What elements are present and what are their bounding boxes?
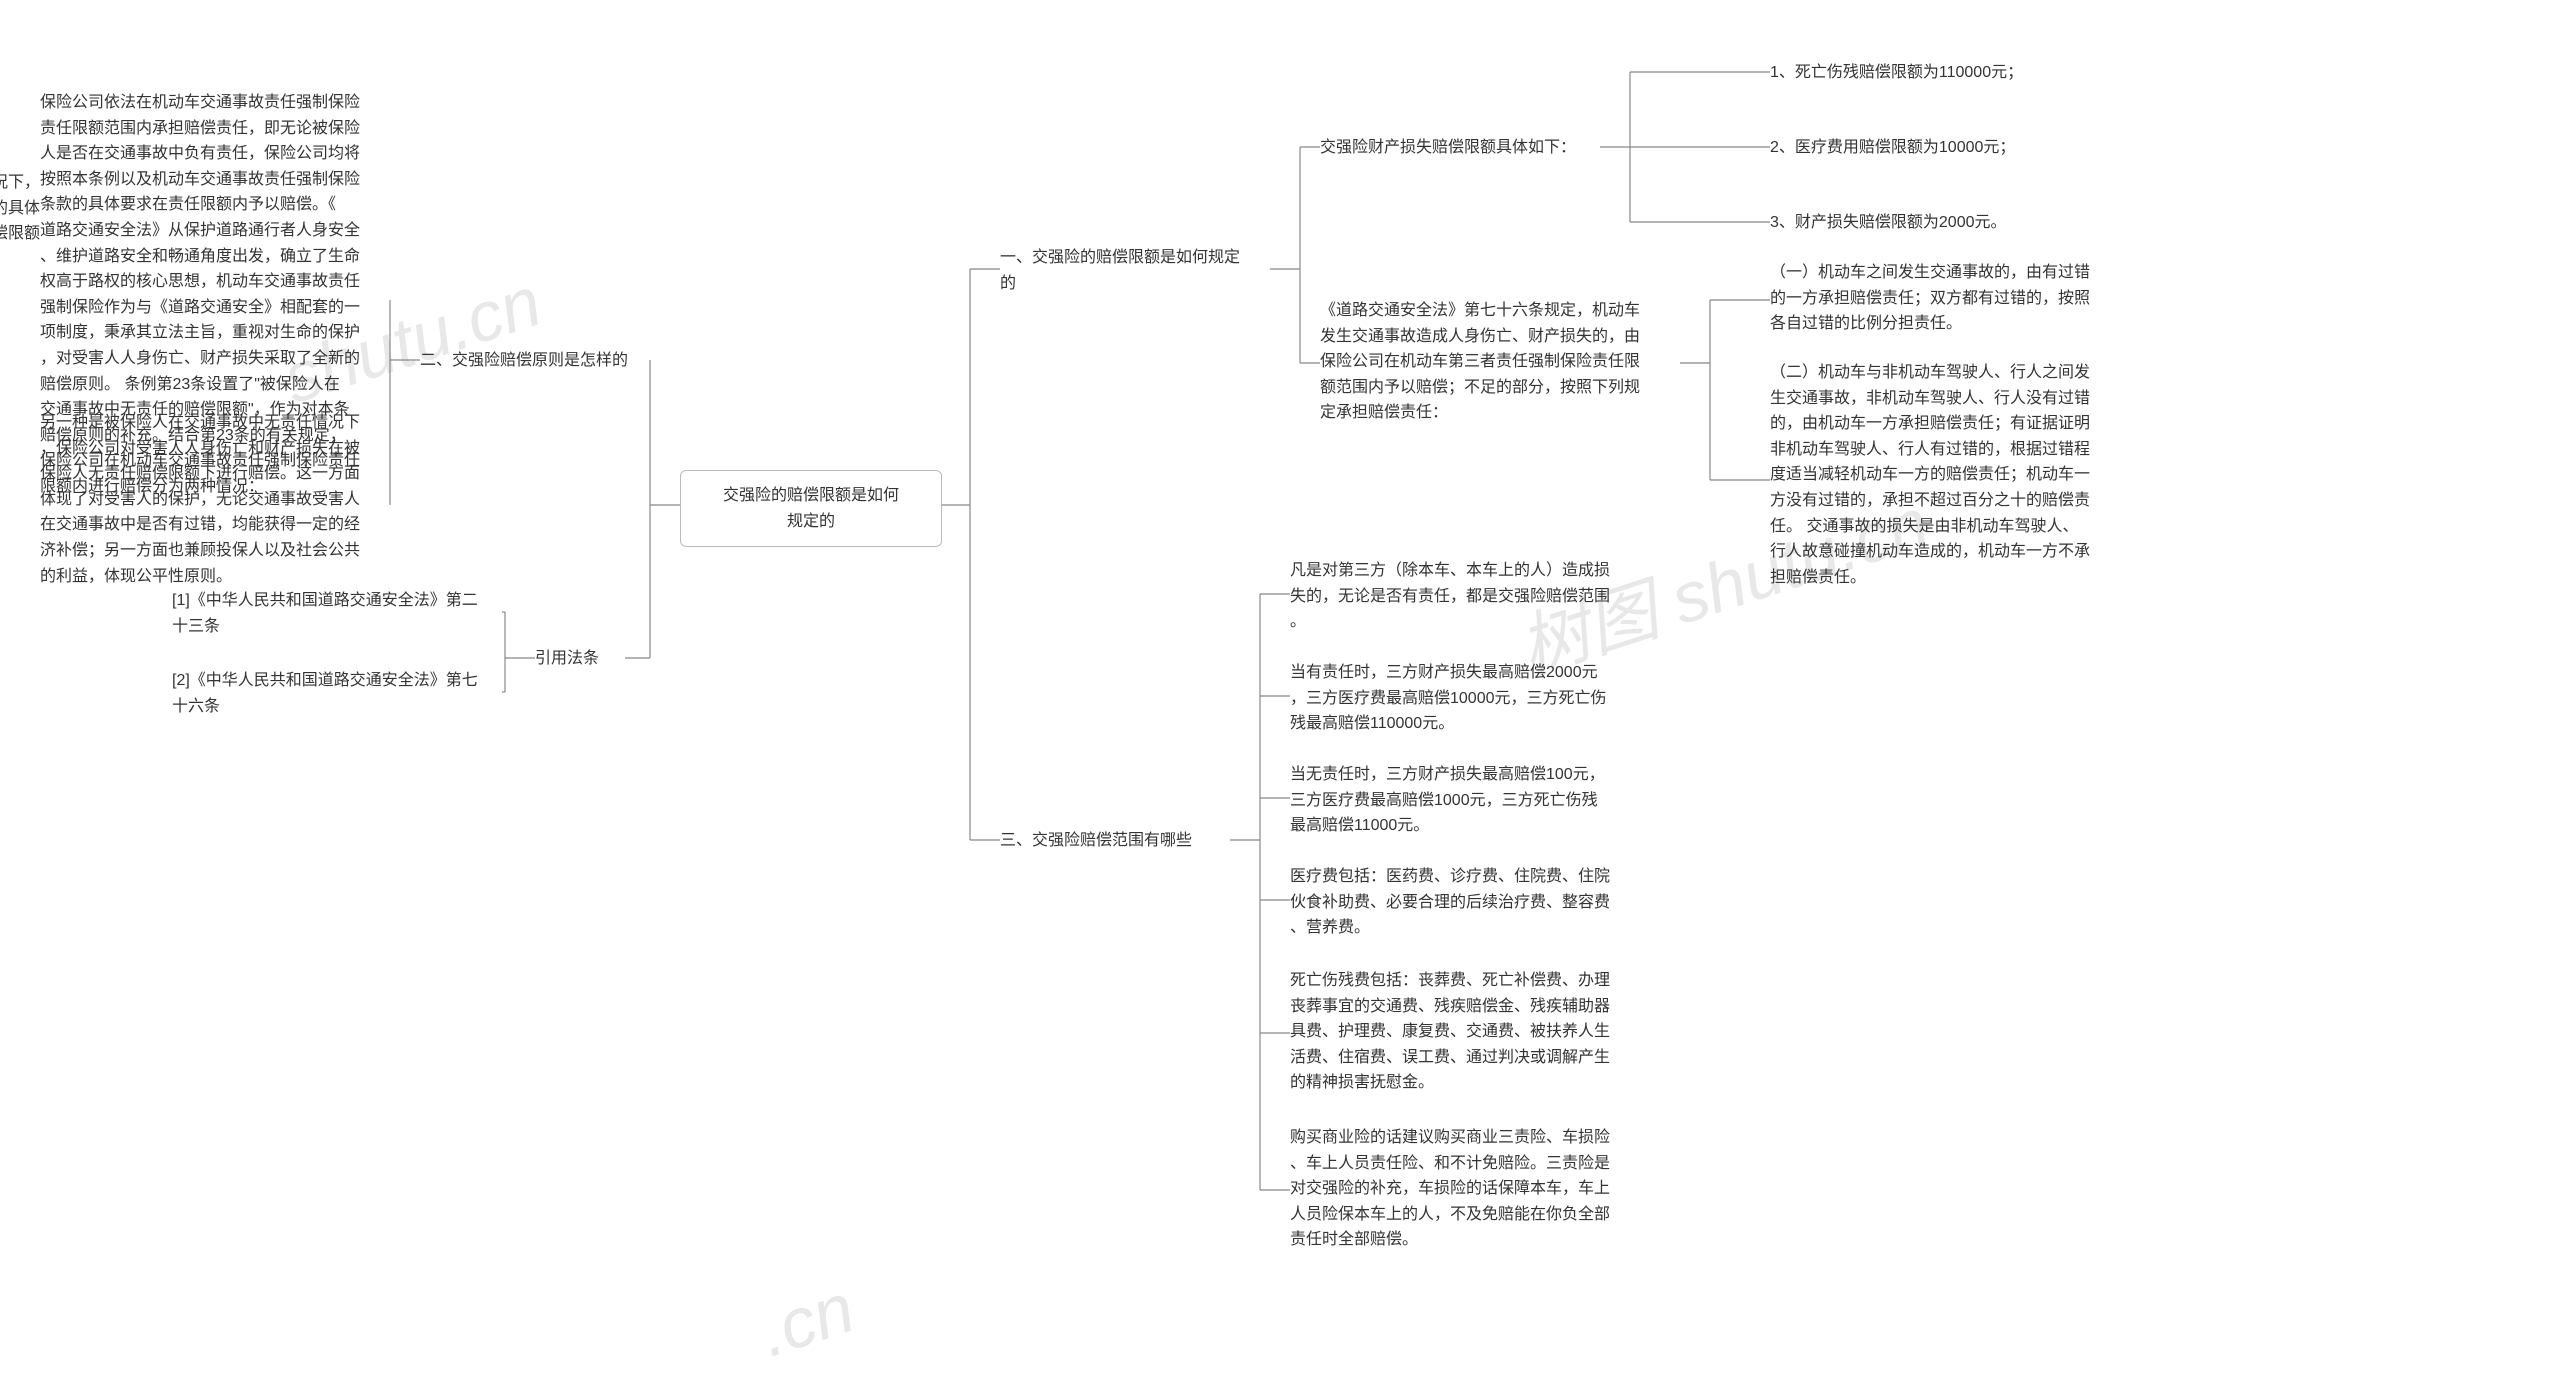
mindmap-node: 当无责任时，三方财产损失最高赔偿100元， 三方医疗费最高赔偿1000元，三方死…	[1290, 762, 1650, 839]
mindmap-node: 交强险财产损失赔偿限额具体如下：	[1320, 135, 1600, 161]
mindmap-node: （二）机动车与非机动车驾驶人、行人之间发 生交通事故，非机动车驾驶人、行人没有过…	[1770, 360, 2130, 590]
mindmap-root: 交强险的赔偿限额是如何 规定的	[680, 470, 942, 547]
watermark: .cn	[750, 1268, 864, 1373]
mindmap-node: 《道路交通安全法》第七十六条规定，机动车 发生交通事故造成人身伤亡、财产损失的，…	[1320, 298, 1680, 426]
mindmap-node: 2、医疗费用赔偿限额为10000元；	[1770, 135, 2070, 161]
mindmap-node: [1]《中华人民共和国道路交通安全法》第二 十三条	[172, 588, 502, 639]
mindmap-node: [2]《中华人民共和国道路交通安全法》第七 十六条	[172, 668, 502, 719]
mindmap-node: 引用法条	[535, 646, 625, 672]
mindmap-node: 3、财产损失赔偿限额为2000元。	[1770, 210, 2070, 236]
mindmap-node: （一）机动车之间发生交通事故的，由有过错 的一方承担赔偿责任；双方都有过错的，按…	[1770, 260, 2130, 337]
mindmap-node: 购买商业险的话建议购买商业三责险、车损险 、车上人员责任险、和不计免赔险。三责险…	[1290, 1125, 1650, 1253]
mindmap-node: 一、交强险的赔偿限额是如何规定 的	[1000, 245, 1270, 296]
mindmap-node: 二、交强险赔偿原则是怎样的	[420, 348, 650, 374]
mindmap-node: 死亡伤残费包括：丧葬费、死亡补偿费、办理 丧葬事宜的交通费、残疾赔偿金、残疾辅助…	[1290, 968, 1650, 1096]
mindmap-node: 凡是对第三方（除本车、本车上的人）造成损 失的，无论是否有责任，都是交强险赔偿范…	[1290, 558, 1650, 635]
mindmap-node: 当有责任时，三方财产损失最高赔偿2000元 ，三方医疗费最高赔偿10000元，三…	[1290, 660, 1650, 737]
mindmap-node: 医疗费包括：医药费、诊疗费、住院费、住院 伙食补助费、必要合理的后续治疗费、整容…	[1290, 864, 1650, 941]
mindmap-node: 一种是被保险人在交通事故中有责任情况下， 保险公司对受害人人身伤亡和财产损失的具…	[0, 170, 40, 272]
mindmap-node: 另一种是被保险人在交通事故中无责任情况下 ，保险公司对受害人人身伤亡和财产损失在…	[40, 410, 390, 589]
mindmap-node: 三、交强险赔偿范围有哪些	[1000, 828, 1230, 854]
mindmap-node: 1、死亡伤残赔偿限额为110000元；	[1770, 60, 2070, 86]
